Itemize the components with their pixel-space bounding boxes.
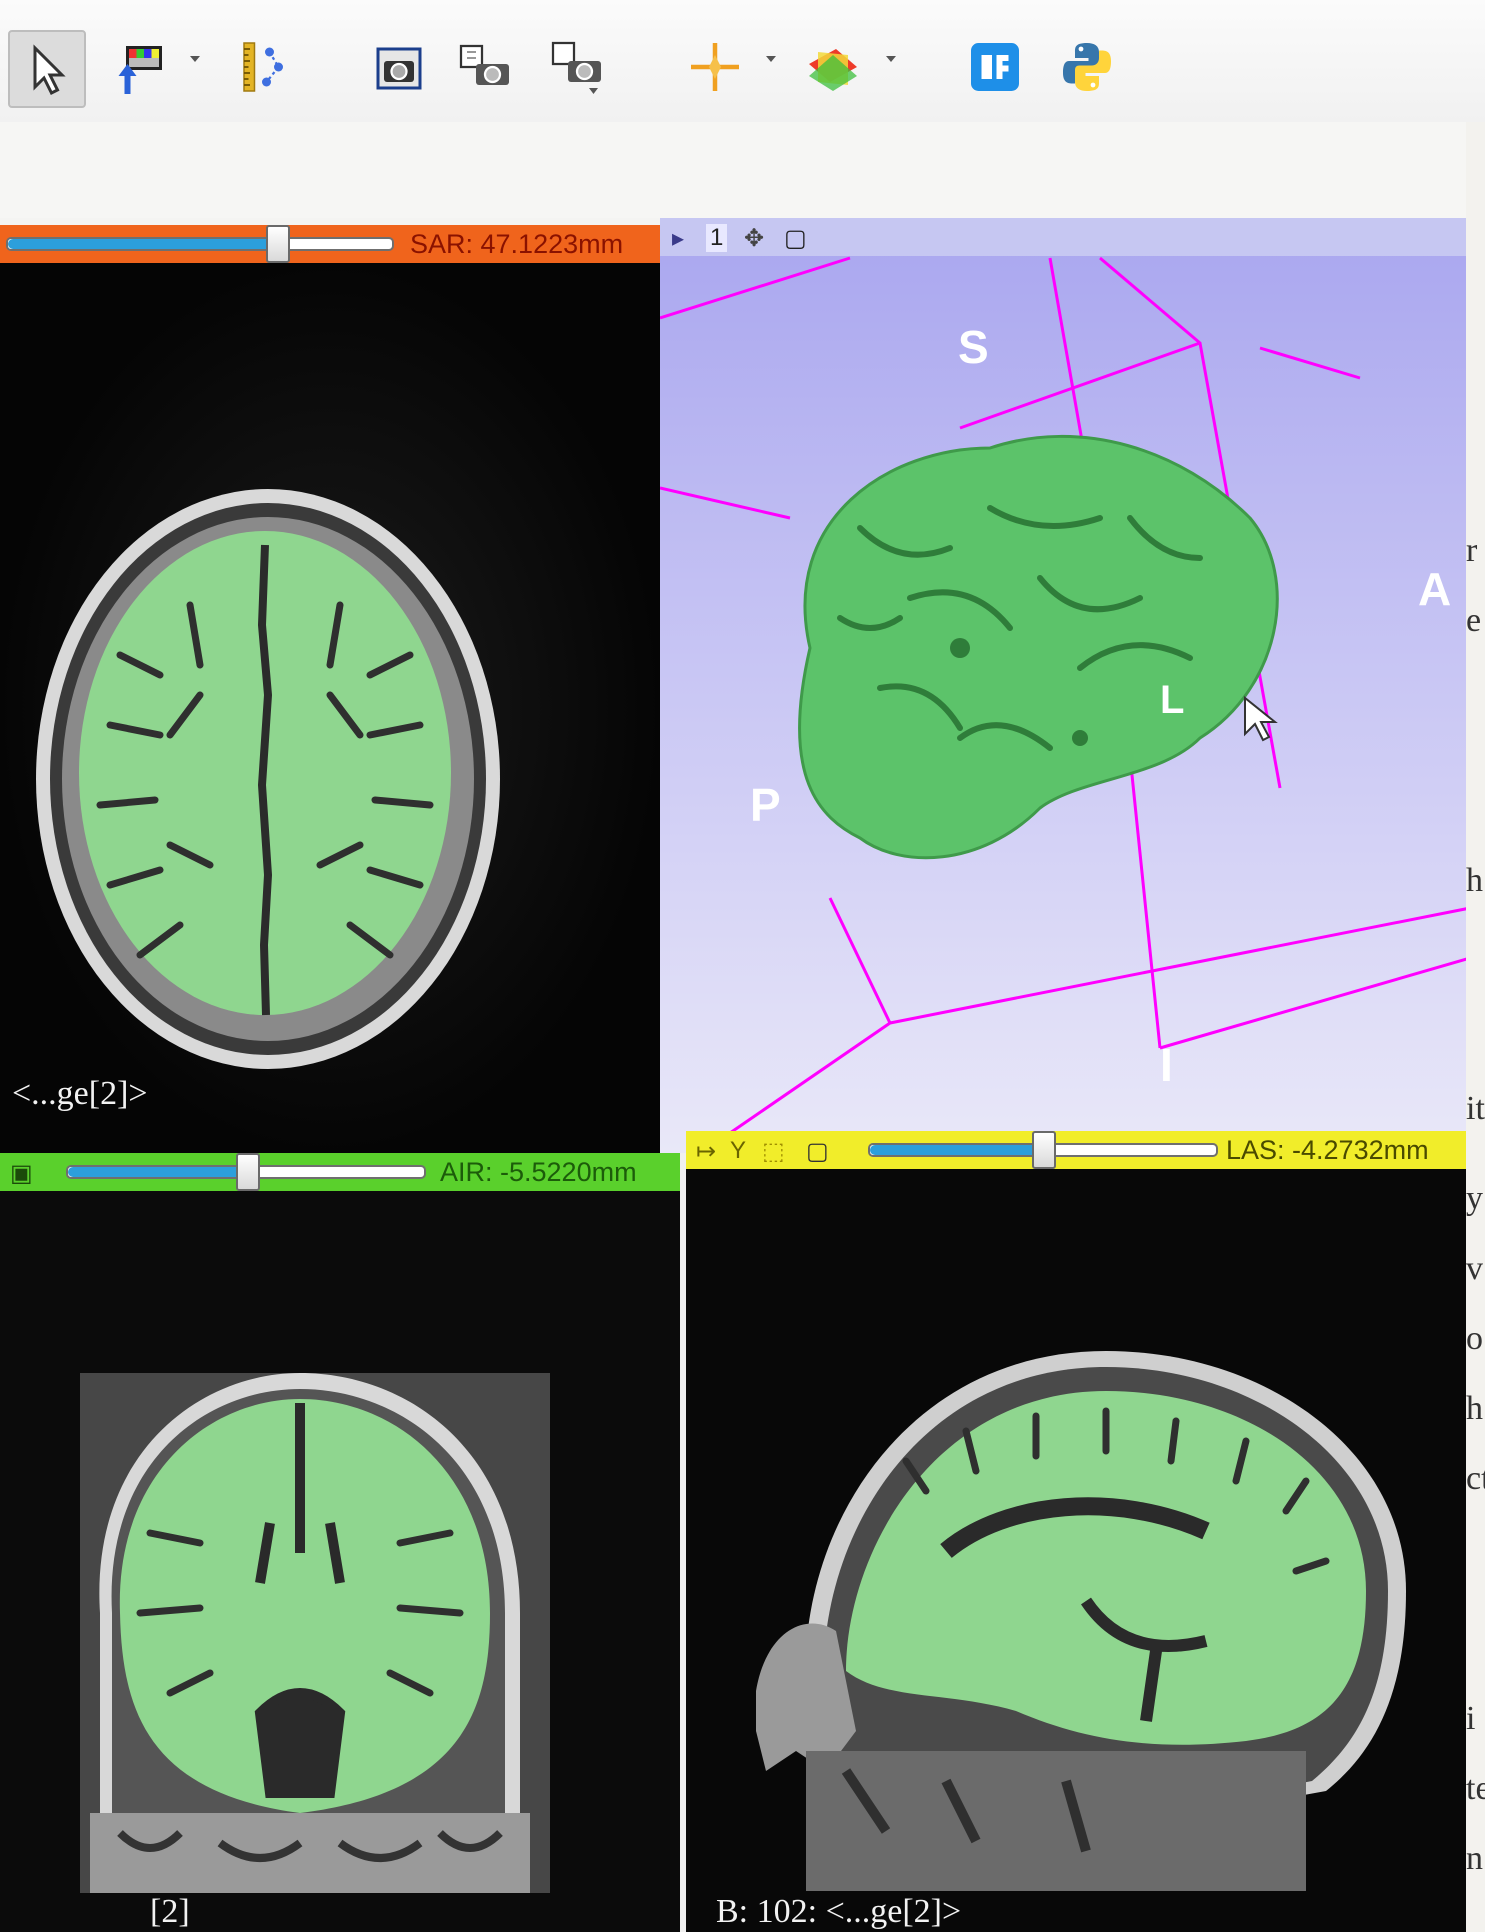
center-view-icon[interactable]: ⬚: [762, 1138, 785, 1165]
document-fragment: te: [1466, 1770, 1485, 1807]
yellow-slice-offset-label: LAS: -4.2732mm: [1226, 1135, 1429, 1165]
slice-intersection-icon[interactable]: [796, 30, 870, 104]
green-slice-controller-bar: ▣ AIR: -5.5220mm: [0, 1153, 686, 1191]
crosshair-dropdown-icon[interactable]: [764, 52, 778, 66]
view-separator: [680, 1153, 686, 1932]
ruler-markups-icon[interactable]: [222, 30, 296, 104]
orientation-label-anterior: A: [1418, 563, 1452, 615]
orientation-label-left: L: [1160, 678, 1185, 722]
pin-icon[interactable]: ↦: [696, 1138, 717, 1165]
3d-brain-surface-render: [660, 256, 1466, 1135]
document-fragment: y: [1466, 1180, 1483, 1217]
color-probe-dropdown-icon[interactable]: [188, 52, 202, 66]
scene-view-camera-list-icon[interactable]: [540, 30, 614, 104]
yellow-view-letter: Y: [730, 1137, 747, 1164]
green-slice-view[interactable]: ▣ AIR: -5.5220mm [2]: [0, 1153, 686, 1932]
document-fragment: it: [1466, 1090, 1485, 1127]
orientation-label-posterior: P: [750, 779, 781, 831]
document-fragment: h: [1466, 862, 1483, 899]
document-fragment: i: [1466, 1700, 1476, 1737]
pin-icon[interactable]: ▸: [672, 225, 685, 252]
maximize-view-icon[interactable]: ▢: [806, 1138, 829, 1165]
screenshot-camera-icon[interactable]: [362, 30, 436, 104]
axial-mri-image: [0, 263, 660, 1153]
red-slice-offset-slider[interactable]: [6, 225, 394, 263]
toolbar-empty-area: [0, 122, 1485, 218]
yellow-view-bottom-left-annotation: B: 102: <...ge[2]>: [716, 1893, 962, 1930]
crosshair-icon[interactable]: [678, 30, 752, 104]
coronal-mri-image: [0, 1191, 686, 1932]
mouse-pointer-icon[interactable]: [8, 30, 86, 108]
3d-view-number: 1: [706, 224, 728, 252]
background-document-edge: r e h it y v o h ct i te n: [1466, 122, 1485, 1932]
document-fragment: ct: [1466, 1460, 1485, 1497]
extensions-manager-icon[interactable]: [958, 30, 1032, 104]
green-slice-offset-label: AIR: -5.5220mm: [440, 1157, 637, 1187]
yellow-slice-slider-handle[interactable]: [1032, 1131, 1056, 1169]
python-console-icon[interactable]: [1050, 30, 1124, 104]
yellow-slice-controller-bar: ↦ Y ⬚ ▢ LAS: -4.2732mm: [686, 1131, 1466, 1169]
3d-view[interactable]: ▸ 1 ✥ ▢ S A P L I: [660, 218, 1466, 1153]
center-view-icon[interactable]: ✥: [744, 225, 765, 252]
document-fragment: e: [1466, 602, 1482, 639]
red-slice-offset-label: SAR: 47.1223mm: [410, 229, 624, 259]
color-data-probe-icon[interactable]: [104, 30, 178, 104]
sagittal-mri-image: [686, 1169, 1466, 1932]
document-fragment: r: [1466, 532, 1478, 569]
document-fragment: v: [1466, 1250, 1483, 1287]
red-slice-controller-bar: SAR: 47.1223mm: [0, 225, 660, 263]
yellow-slice-view[interactable]: ↦ Y ⬚ ▢ LAS: -4.2732mm B: 102: <...ge[2]…: [686, 1131, 1466, 1932]
orientation-label-superior: S: [958, 321, 989, 373]
red-slice-view[interactable]: SAR: 47.1223mm <...ge[2]>: [0, 225, 660, 1153]
red-slice-slider-handle[interactable]: [266, 225, 290, 263]
slice-intersection-dropdown-icon[interactable]: [884, 52, 898, 66]
green-view-bottom-left-annotation: [2]: [150, 1893, 190, 1930]
green-slice-slider-handle[interactable]: [236, 1153, 260, 1191]
maximize-view-icon[interactable]: ▢: [784, 225, 807, 252]
document-fragment: o: [1466, 1320, 1483, 1357]
orientation-label-inferior: I: [1160, 1039, 1173, 1091]
pin-icon[interactable]: ▣: [10, 1160, 33, 1187]
3d-view-controller-bar: ▸ 1 ✥ ▢: [660, 218, 1466, 256]
scene-view-camera-icon[interactable]: [448, 30, 522, 104]
document-fragment: n: [1466, 1840, 1483, 1877]
red-view-bottom-left-annotation: <...ge[2]>: [12, 1075, 148, 1112]
green-slice-offset-slider[interactable]: [66, 1153, 426, 1191]
yellow-slice-offset-slider[interactable]: [868, 1131, 1218, 1169]
document-fragment: h: [1466, 1390, 1483, 1427]
main-toolbar: [0, 0, 1485, 123]
